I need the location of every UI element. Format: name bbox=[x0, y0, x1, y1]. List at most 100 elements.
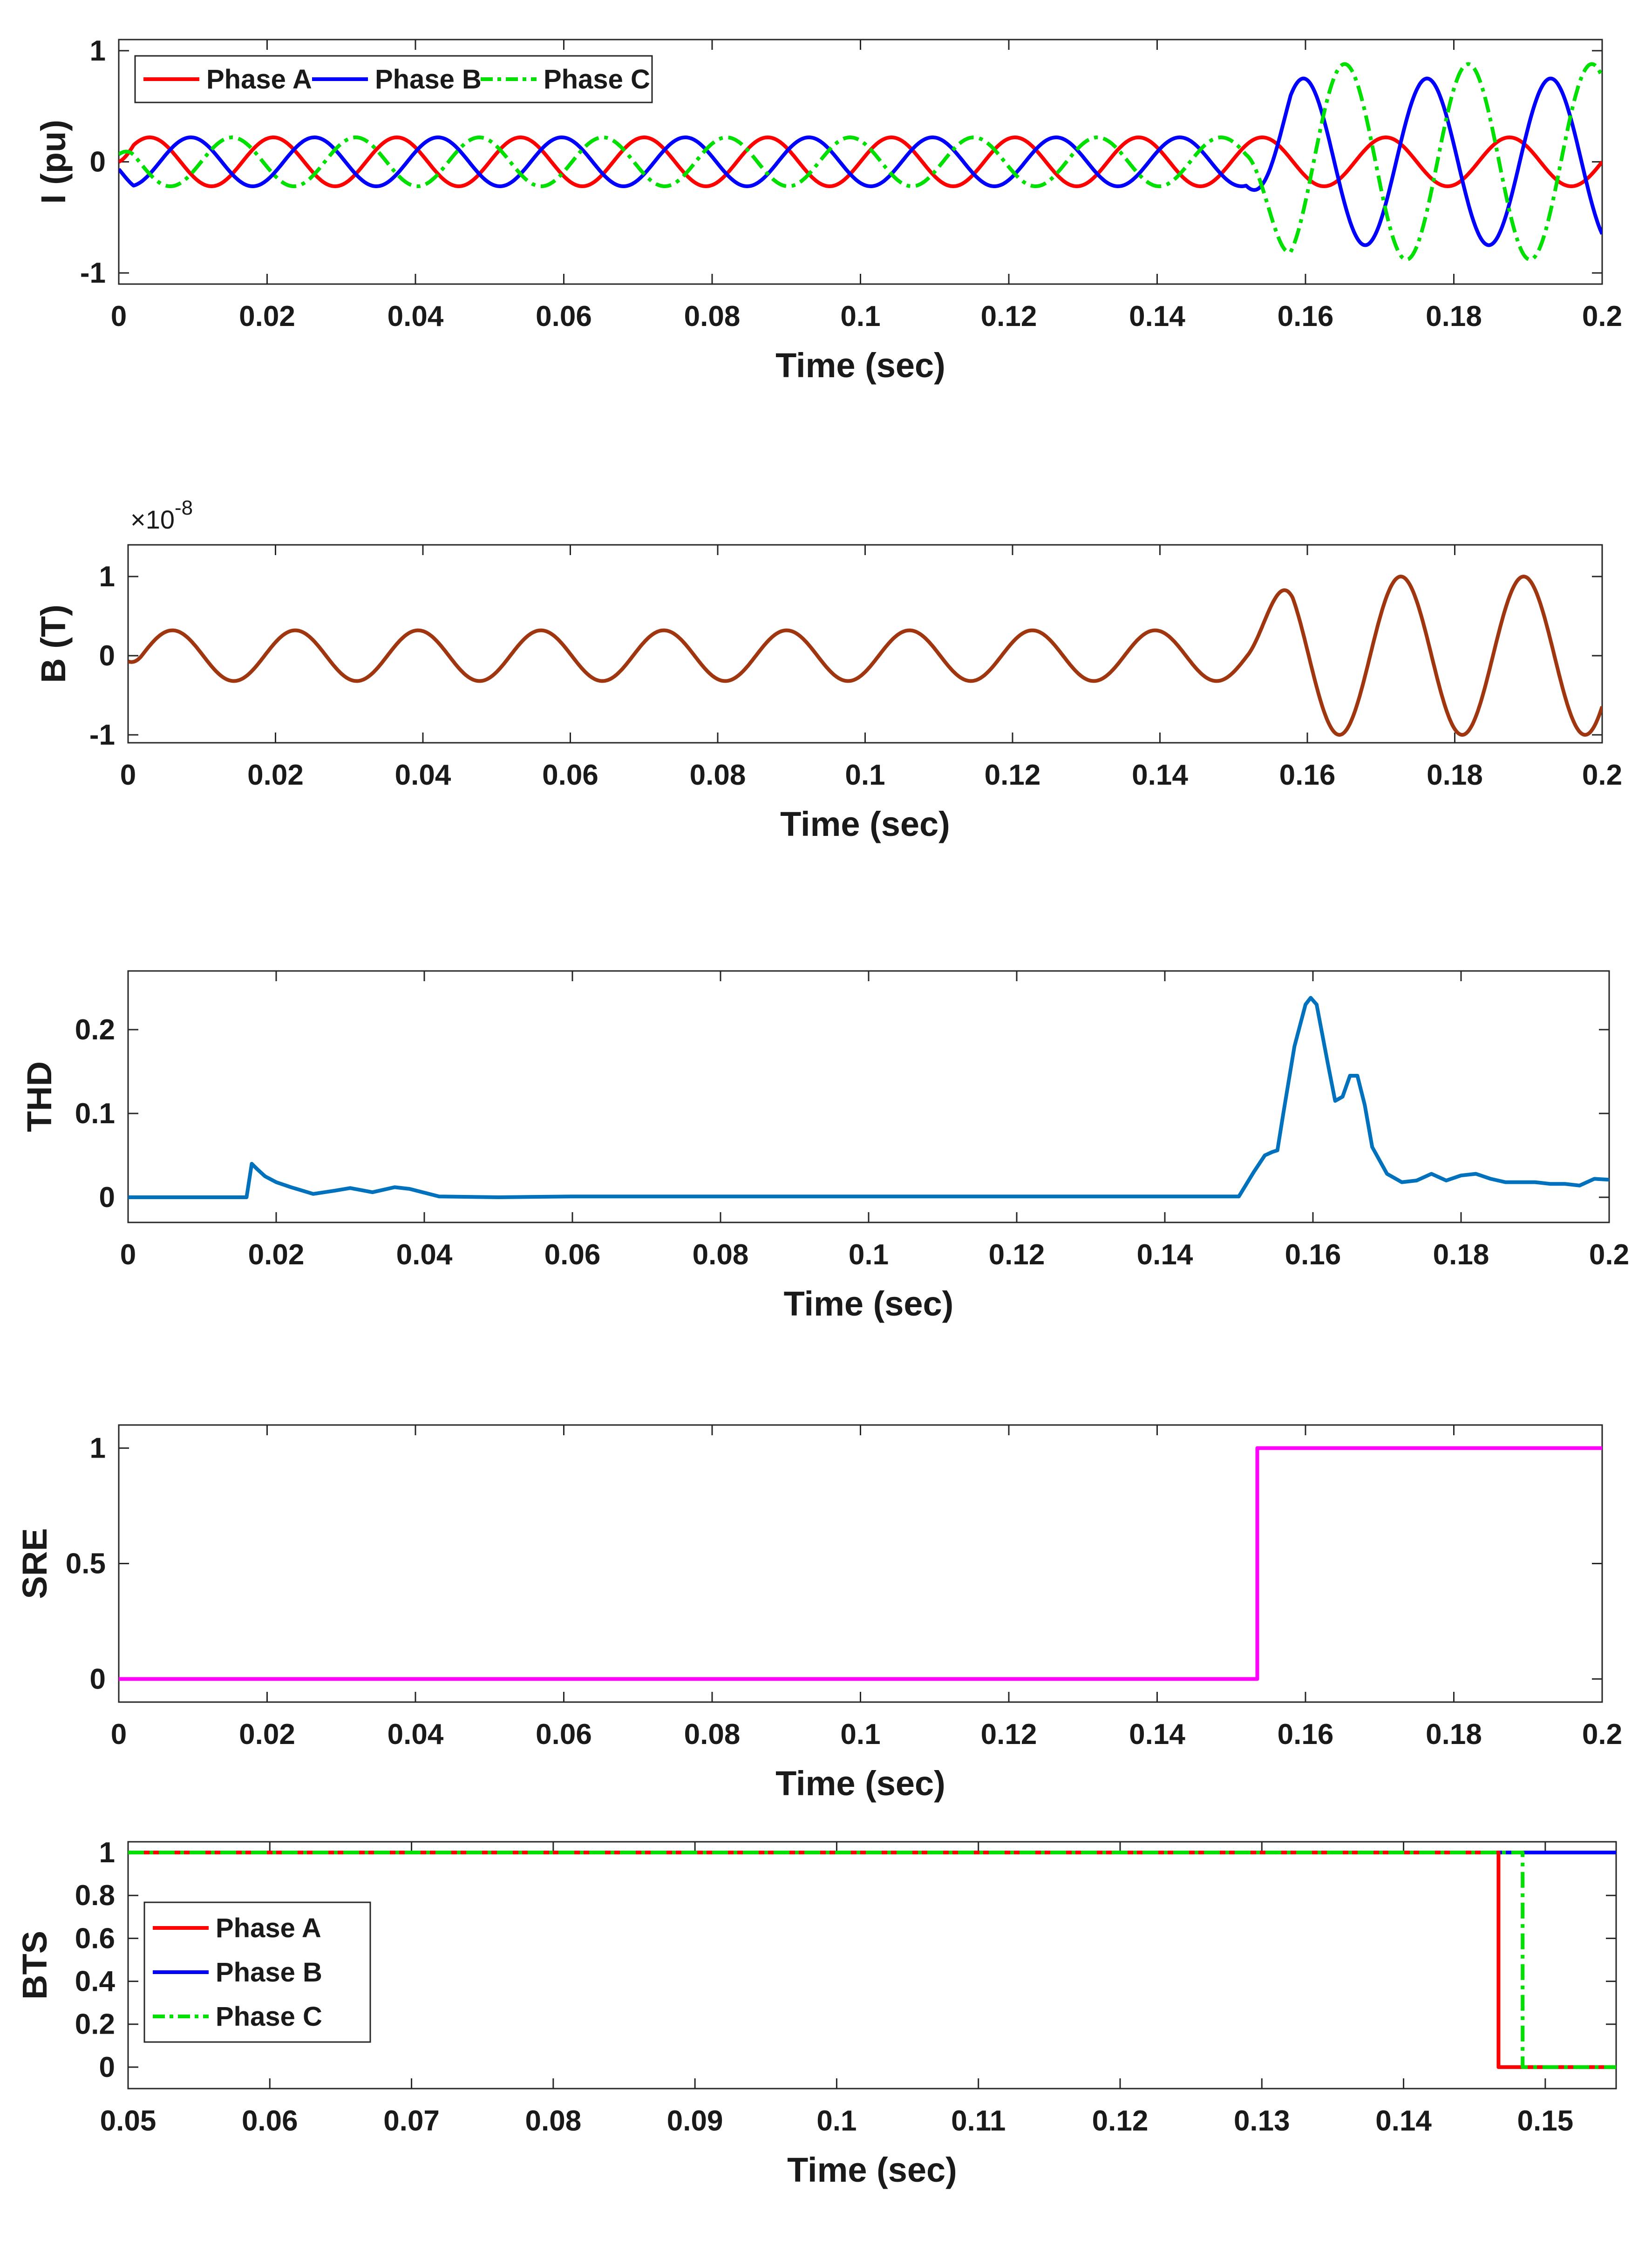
x-tick-label: 0.14 bbox=[1375, 2105, 1432, 2137]
plot-area bbox=[127, 1841, 1617, 2090]
x-tick-label: 0.18 bbox=[1426, 1718, 1482, 1751]
y-tick-label: 1 bbox=[99, 561, 115, 593]
series-line-phase-c bbox=[119, 62, 1602, 262]
y-tick-label: 0.5 bbox=[66, 1548, 106, 1580]
x-tick-label: 0.15 bbox=[1517, 2105, 1574, 2137]
x-tick-label: 0.12 bbox=[1092, 2105, 1149, 2137]
y-tick-label: 0.1 bbox=[75, 1098, 115, 1130]
x-tick-label: 0.08 bbox=[693, 1239, 749, 1271]
x-tick-label: 0.02 bbox=[247, 759, 304, 791]
legend-label: Phase C bbox=[216, 2002, 322, 2032]
x-tick-label: 0.12 bbox=[981, 1718, 1037, 1751]
x-tick-label: 0.06 bbox=[542, 759, 598, 791]
y-tick-label: 0.6 bbox=[75, 1922, 115, 1954]
x-tick-label: 0.14 bbox=[1132, 759, 1188, 791]
legend-label: Phase C bbox=[544, 64, 650, 95]
x-tick-label: 0.16 bbox=[1278, 1718, 1334, 1751]
plot-area bbox=[118, 1424, 1603, 1703]
x-tick-label: 0.09 bbox=[667, 2105, 723, 2137]
x-tick-label: 0.08 bbox=[684, 1718, 741, 1751]
legend: Phase A Phase B Phase C bbox=[134, 55, 653, 103]
y-axis-label: I (pu) bbox=[34, 120, 73, 204]
x-axis-label: Time (sec) bbox=[787, 2151, 957, 2189]
x-tick-label: 0 bbox=[120, 1239, 136, 1271]
y-axis-label: SRE bbox=[15, 1528, 54, 1599]
x-axis-label: Time (sec) bbox=[775, 1764, 945, 1803]
x-tick-label: 0.1 bbox=[840, 1718, 880, 1751]
legend-label: Phase B bbox=[216, 1957, 322, 1988]
y-tick-label: 1 bbox=[90, 35, 106, 67]
x-tick-label: 0.07 bbox=[383, 2105, 440, 2137]
y-tick-label: -1 bbox=[89, 719, 115, 751]
x-tick-label: 0.1 bbox=[816, 2105, 857, 2137]
legend: Phase A Phase B Phase C bbox=[143, 1901, 371, 2043]
x-tick-label: 0.1 bbox=[840, 300, 880, 332]
y-tick-label: 0 bbox=[99, 640, 115, 672]
x-tick-label: 0.02 bbox=[239, 1718, 295, 1751]
x-tick-label: 0.08 bbox=[525, 2105, 582, 2137]
x-tick-label: 0.06 bbox=[242, 2105, 298, 2137]
x-tick-label: 0 bbox=[120, 759, 136, 791]
y-tick-label: 1 bbox=[99, 1837, 115, 1869]
chart-panel-1: 0 0.02 0.04 0.06 0.08 0.1 0.12 0.14 0.16 0.18 0.2 -… bbox=[34, 35, 1622, 385]
x-tick-label: 0.06 bbox=[536, 300, 592, 332]
x-tick-label: 0.06 bbox=[536, 1718, 592, 1751]
plot-area bbox=[127, 970, 1610, 1223]
x-tick-label: 0.12 bbox=[981, 300, 1037, 332]
y-tick-label: 0.2 bbox=[75, 1014, 115, 1046]
x-tick-label: 0.12 bbox=[989, 1239, 1045, 1271]
y-tick-label: -1 bbox=[80, 257, 106, 289]
x-axis-label: Time (sec) bbox=[775, 346, 945, 385]
y-tick-label: 0 bbox=[99, 2051, 115, 2083]
x-tick-label: 0.2 bbox=[1582, 759, 1622, 791]
chart-panel-3: 0 0.02 0.04 0.06 0.08 0.1 0.12 0.14 0.16 0.18 0.2 0… bbox=[20, 970, 1629, 1323]
x-tick-label: 0.16 bbox=[1279, 759, 1336, 791]
x-tick-label: 0 bbox=[111, 1718, 127, 1751]
x-tick-label: 0.04 bbox=[388, 1718, 444, 1751]
x-tick-label: 0.2 bbox=[1582, 300, 1622, 332]
series-line-phase-b bbox=[119, 76, 1602, 247]
series-line-b bbox=[128, 575, 1602, 737]
x-axis-label: Time (sec) bbox=[780, 805, 950, 843]
y-tick-label: 0 bbox=[90, 1663, 106, 1695]
x-tick-label: 0.1 bbox=[845, 759, 885, 791]
legend-label: Phase A bbox=[216, 1913, 321, 1943]
x-tick-label: 0.18 bbox=[1427, 759, 1483, 791]
y-axis-label: B (T) bbox=[34, 604, 73, 683]
y-axis-label: BTS bbox=[15, 1931, 54, 2000]
x-tick-label: 0.14 bbox=[1129, 300, 1185, 332]
legend-box bbox=[134, 55, 653, 103]
x-tick-label: 0.04 bbox=[396, 1239, 453, 1271]
y-tick-label: 1 bbox=[90, 1432, 106, 1465]
x-tick-label: 0.08 bbox=[690, 759, 746, 791]
x-tick-label: 0.18 bbox=[1426, 300, 1482, 332]
x-tick-label: 0.04 bbox=[388, 300, 444, 332]
x-tick-label: 0 bbox=[111, 300, 127, 332]
x-tick-label: 0.2 bbox=[1582, 1718, 1622, 1751]
x-tick-label: 0.2 bbox=[1589, 1239, 1629, 1271]
x-tick-label: 0.13 bbox=[1234, 2105, 1290, 2137]
legend-label: Phase A bbox=[206, 64, 312, 95]
chart-panel-5: 0.05 0.06 0.07 0.08 0.09 0.1 0.11 0.12 0.13 0.14 0… bbox=[15, 1837, 1617, 2189]
x-axis-label: Time (sec) bbox=[784, 1284, 954, 1323]
x-tick-label: 0.16 bbox=[1285, 1239, 1341, 1271]
y-axis-label: THD bbox=[20, 1061, 59, 1132]
legend-label: Phase B bbox=[375, 64, 482, 95]
chart-panel-4: 0 0.02 0.04 0.06 0.08 0.1 0.12 0.14 0.16 0.18 0.2 0… bbox=[15, 1424, 1622, 1803]
x-tick-label: 0.14 bbox=[1129, 1718, 1185, 1751]
plot-area bbox=[127, 544, 1603, 744]
y-tick-label: 0.4 bbox=[75, 1966, 116, 1998]
x-tick-label: 0.06 bbox=[544, 1239, 601, 1271]
x-tick-label: 0.08 bbox=[684, 300, 741, 332]
x-tick-label: 0.02 bbox=[239, 300, 295, 332]
y-tick-label: 0.2 bbox=[75, 2009, 115, 2041]
y-tick-label: 0.8 bbox=[75, 1880, 115, 1912]
x-tick-label: 0.18 bbox=[1433, 1239, 1489, 1271]
x-tick-label: 0.12 bbox=[985, 759, 1041, 791]
y-tick-label: 0 bbox=[90, 146, 106, 178]
x-tick-label: 0.1 bbox=[849, 1239, 889, 1271]
x-tick-label: 0.11 bbox=[951, 2105, 1006, 2137]
x-tick-label: 0.04 bbox=[395, 759, 451, 791]
series-line-phase-a bbox=[119, 136, 1602, 188]
